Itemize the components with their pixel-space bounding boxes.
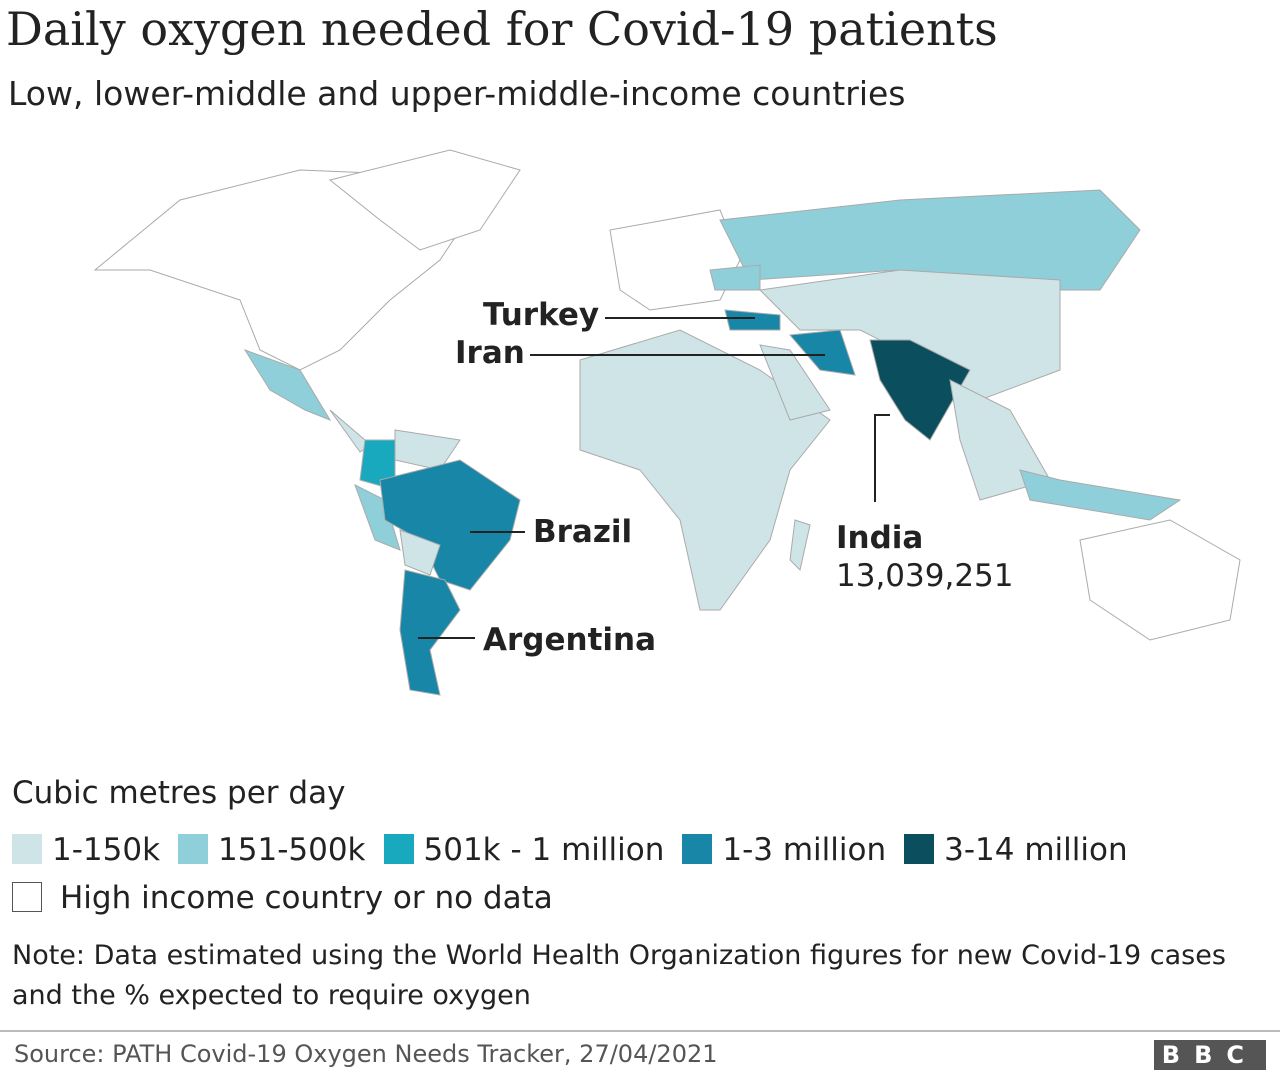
legend-label: High income country or no data [60,880,553,916]
legend-label: 501k - 1 million [423,832,665,868]
legend-item: 151-500k [178,832,366,868]
swatch [682,834,713,864]
map: Turkey Iran Brazil Argentina India 13,03… [93,149,1241,696]
logo-text: BBC [1153,1040,1266,1070]
label-india-value: 13,039,251 [836,558,1014,594]
swatch [12,834,42,864]
subtitle: Low, lower-middle and upper-middle-incom… [8,74,906,113]
swatch [12,882,42,912]
legend-item: 501k - 1 million [383,832,665,868]
swatch [904,834,935,864]
brazil [379,459,521,591]
legend-item: 1-150k [12,832,160,868]
rule [0,1030,1280,1032]
africa [579,329,831,611]
turkey [724,309,781,331]
legend-label: 1-3 million [722,832,887,868]
bolivia [399,529,441,576]
title: Daily oxygen needed for Covid-19 patient… [6,2,998,56]
greenland [328,149,521,251]
iran [788,329,856,376]
swatch [383,834,414,864]
legend-no-data: High income country or no data [12,880,553,916]
legend-label: 3-14 million [944,832,1128,868]
legend-label: 1-150k [52,832,161,868]
legend-item: 3-14 million [904,832,1128,868]
label-turkey: Turkey [483,297,599,333]
australia [1079,519,1241,641]
india [869,339,971,441]
legend-title: Cubic metres per day [12,775,346,811]
europe [609,209,741,311]
leader-line [874,414,890,502]
legend: 1-150k 151-500k 501k - 1 million 1-3 millio… [12,832,1128,868]
middle-east [759,344,831,421]
southeast-asia [949,379,1051,501]
russia [719,189,1141,291]
legend-label: 151-500k [218,832,366,868]
label-argentina: Argentina [483,622,656,658]
indonesia [1019,469,1182,521]
madagascar [789,519,811,571]
legend-item: 1-3 million [682,832,886,868]
logo: BBC [1153,1040,1266,1070]
label-brazil: Brazil [533,514,632,550]
note: Note: Data estimated using the World Hea… [12,940,1226,1011]
source: Source: PATH Covid-19 Oxygen Needs Track… [14,1040,718,1068]
label-india: India [836,520,923,556]
argentina [399,569,461,696]
peru [354,483,401,551]
ukraine [709,264,761,291]
swatch [178,834,209,864]
mexico [243,349,332,422]
label-iran: Iran [455,335,525,371]
